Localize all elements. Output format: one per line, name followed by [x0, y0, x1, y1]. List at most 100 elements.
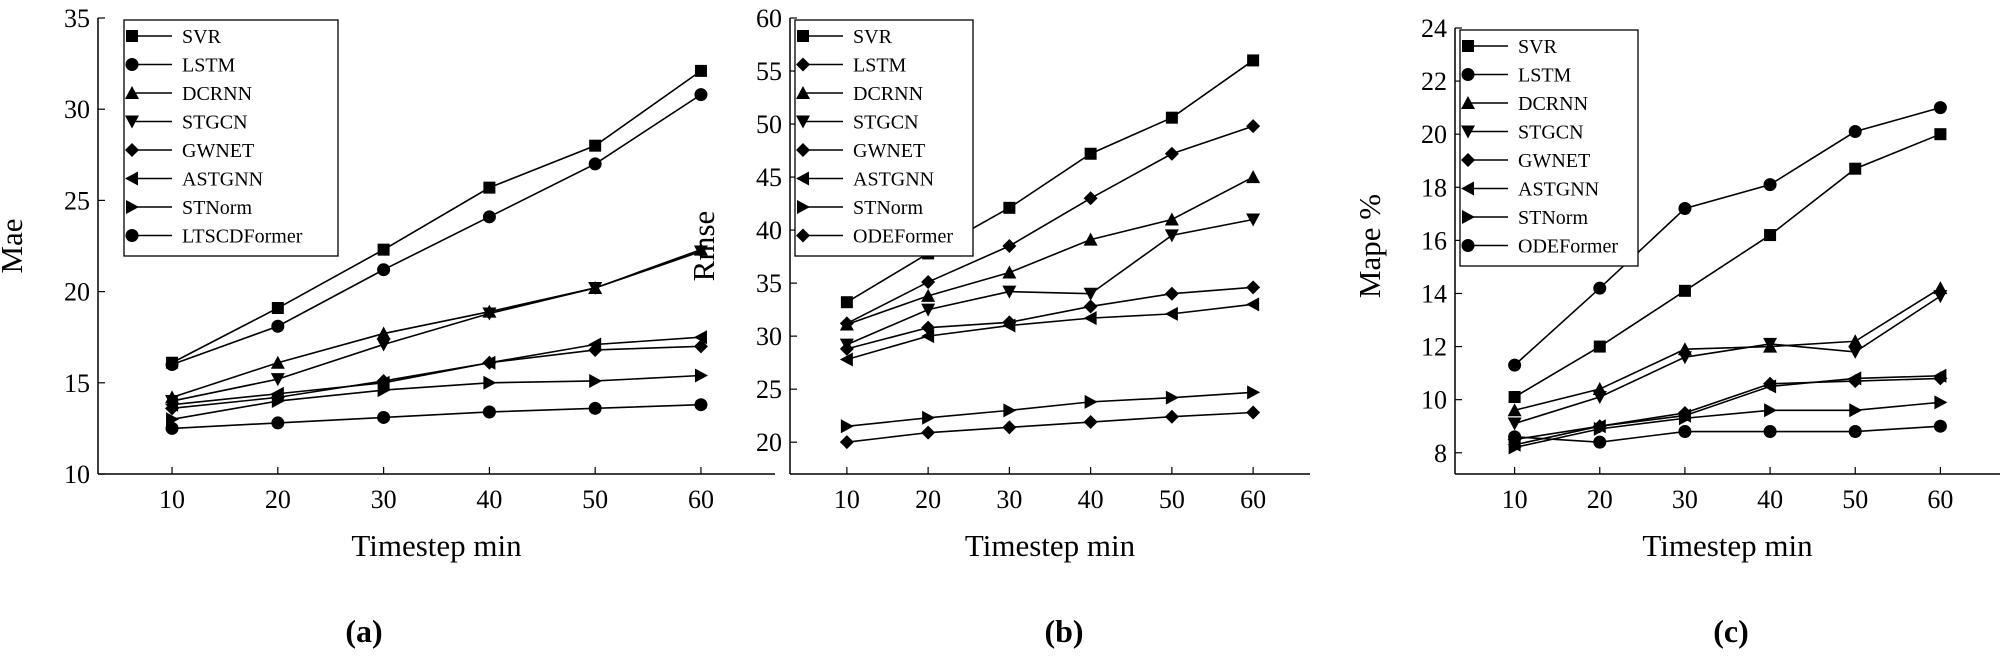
data-point: [482, 307, 497, 321]
series-gwnet: [839, 280, 1261, 356]
series-stgcn: [1507, 290, 1948, 431]
data-point: [921, 329, 935, 344]
series-dcrnn: [839, 170, 1261, 331]
panel-caption: (b): [1044, 613, 1083, 649]
y-tick-label: 35: [756, 269, 782, 298]
y-tick-label: 10: [64, 460, 90, 489]
data-point: [1164, 409, 1179, 424]
y-tick-label: 20: [1421, 120, 1447, 149]
data-point: [1002, 265, 1017, 279]
data-point: [377, 383, 391, 398]
x-tick-label: 10: [1502, 485, 1528, 514]
series-line: [1514, 425, 1941, 443]
data-point: [1592, 391, 1607, 405]
data-point: [1246, 213, 1261, 227]
legend-swatch-marker: [797, 30, 809, 42]
data-point: [377, 410, 391, 424]
data-point: [270, 386, 284, 401]
y-tick-label: 40: [756, 216, 782, 245]
y-tick-label: 30: [756, 322, 782, 351]
y-tick-label: 18: [1421, 173, 1447, 202]
data-point: [1246, 119, 1261, 134]
series-line: [846, 176, 1254, 326]
legend-label: LTSCDFormer: [182, 226, 303, 248]
legend-label: GWNET: [1518, 150, 1590, 172]
series-line: [846, 125, 1254, 325]
data-point: [1934, 395, 1948, 410]
legend-swatch-marker: [796, 86, 810, 99]
legend-label: ASTGNN: [1518, 179, 1599, 201]
series-line: [171, 336, 702, 406]
legend-swatch-marker: [125, 58, 139, 71]
series-stnorm: [1508, 395, 1948, 455]
panel-caption: (a): [345, 613, 382, 649]
data-point: [1763, 425, 1777, 439]
x-tick-label: 10: [834, 485, 860, 514]
data-point: [1508, 430, 1522, 444]
legend-swatch-marker: [796, 57, 810, 72]
data-point: [1246, 280, 1261, 295]
data-point: [1678, 284, 1691, 297]
data-point: [1848, 334, 1863, 348]
legend-label: STNorm: [1518, 207, 1588, 229]
data-point: [483, 181, 496, 194]
data-point: [1933, 101, 1947, 115]
data-point: [377, 243, 390, 256]
data-point: [588, 281, 603, 295]
data-point: [1677, 351, 1692, 365]
data-point: [1933, 368, 1947, 383]
y-tick-label: 25: [64, 186, 90, 215]
series-line: [846, 286, 1254, 350]
series-dcrnn: [1507, 281, 1948, 417]
data-point: [1003, 403, 1017, 418]
legend-label: LSTM: [853, 55, 907, 77]
legend-box: [1459, 29, 1639, 267]
x-tick-label: 20: [915, 485, 941, 514]
data-point: [1083, 311, 1097, 326]
data-point: [1933, 419, 1947, 433]
legend-label: DCRNN: [182, 83, 252, 105]
data-point: [1508, 391, 1521, 404]
legend-swatch-marker: [1462, 40, 1474, 52]
data-point: [376, 338, 391, 352]
series-astgnn: [839, 297, 1260, 367]
data-point: [1084, 394, 1098, 409]
legend-label: LSTM: [1518, 65, 1572, 87]
series-line: [846, 411, 1254, 443]
series-line: [846, 59, 1254, 303]
data-point: [165, 397, 179, 412]
legend-swatch-marker: [126, 30, 138, 42]
legend-swatch-marker: [1461, 125, 1475, 139]
legend-label: ODEFormer: [1518, 236, 1618, 258]
data-point: [271, 302, 284, 315]
legend-swatch-marker: [126, 200, 139, 214]
data-point: [1593, 421, 1607, 436]
y-tick-label: 55: [756, 57, 782, 86]
data-point: [1247, 54, 1260, 67]
data-point: [165, 358, 179, 372]
y-tick-label: 14: [1421, 279, 1447, 308]
legend-label: DCRNN: [1518, 93, 1588, 115]
legend-label: LSTM: [182, 55, 236, 77]
data-point: [1083, 299, 1098, 314]
data-point: [1083, 415, 1098, 430]
data-point: [270, 373, 285, 387]
x-tick-label: 40: [1078, 485, 1104, 514]
legend: SVR LSTM DCRNN STGCN GWNET ASTGNN STNorm ODEFor…: [794, 19, 974, 257]
data-point: [1164, 306, 1178, 321]
series-stgcn: [165, 245, 708, 409]
data-point: [1678, 411, 1692, 426]
series-lstm: [1508, 101, 1947, 372]
series-ltscdformer: [165, 398, 708, 435]
data-point: [1003, 201, 1016, 214]
y-tick-label: 24: [1421, 14, 1447, 43]
series-line: [1514, 377, 1941, 441]
legend-label: SVR: [853, 26, 893, 48]
legend-swatch-marker: [1462, 210, 1475, 224]
legend-swatch-marker: [796, 228, 810, 243]
data-point: [1165, 111, 1178, 124]
data-point: [840, 296, 853, 309]
data-point: [376, 375, 390, 390]
data-point: [1593, 435, 1607, 449]
data-point: [1508, 358, 1522, 372]
